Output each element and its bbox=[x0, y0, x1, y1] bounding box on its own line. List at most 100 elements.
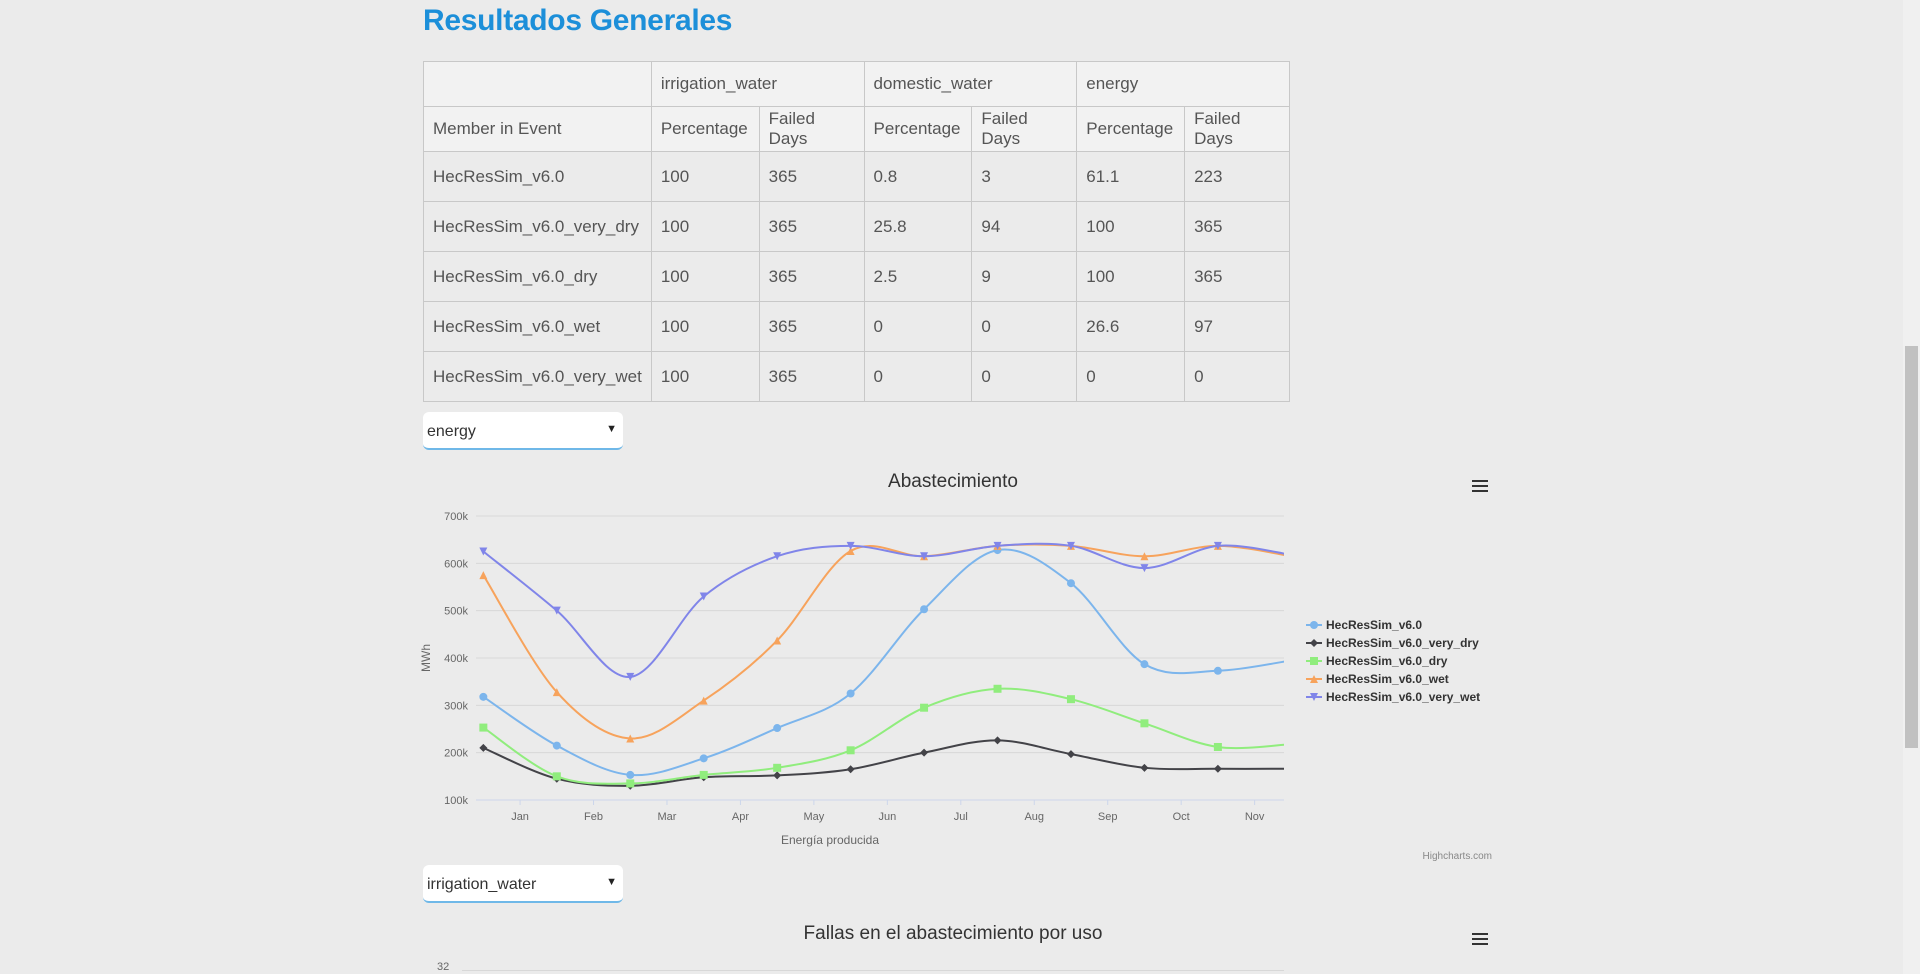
data-point bbox=[773, 552, 782, 561]
x-tick-label: Jun bbox=[878, 811, 896, 823]
data-point bbox=[1066, 750, 1075, 759]
table-sub-header: Failed Days bbox=[971, 106, 1078, 152]
x-tick-label: Feb bbox=[584, 811, 603, 823]
data-point bbox=[993, 736, 1002, 745]
chart-menu-button[interactable] bbox=[1467, 475, 1493, 497]
y-tick-label: 100k bbox=[444, 795, 468, 807]
use-select-supply-value: energy bbox=[427, 423, 476, 440]
data-point bbox=[1066, 695, 1075, 704]
data-point bbox=[773, 636, 782, 645]
table-cell-value: 97 bbox=[1184, 301, 1290, 352]
table-group-header: irrigation_water bbox=[650, 61, 865, 107]
data-point bbox=[552, 606, 561, 615]
caret-down-icon: ▼ bbox=[606, 423, 617, 435]
data-point bbox=[920, 748, 929, 757]
page-title: Resultados Generales bbox=[423, 4, 733, 37]
data-point bbox=[1213, 742, 1222, 751]
data-point bbox=[1066, 541, 1075, 550]
table-group-header: energy bbox=[1076, 61, 1290, 107]
table-empty-header bbox=[423, 61, 652, 107]
chart-menu-button[interactable] bbox=[1467, 928, 1493, 950]
table-cell-value: 0 bbox=[863, 351, 973, 402]
data-point bbox=[1140, 552, 1149, 561]
y-tick-label: 500k bbox=[444, 606, 468, 618]
data-point bbox=[920, 605, 929, 614]
caret-down-icon: ▼ bbox=[606, 876, 617, 888]
table-cell-value: 2.5 bbox=[863, 251, 973, 302]
scrollbar-thumb[interactable] bbox=[1905, 346, 1918, 748]
data-point bbox=[626, 672, 635, 681]
data-point bbox=[626, 770, 635, 779]
data-point bbox=[552, 688, 561, 697]
use-select-supply[interactable]: energy ▼ bbox=[423, 412, 623, 450]
table-cell-value: 25.8 bbox=[863, 201, 973, 252]
x-tick-label: Sep bbox=[1098, 811, 1118, 823]
table-cell-value: 365 bbox=[758, 201, 865, 252]
x-tick-label: Oct bbox=[1173, 811, 1190, 823]
table-sub-header: Failed Days bbox=[758, 106, 865, 152]
data-point bbox=[626, 779, 635, 788]
table-group-header: domestic_water bbox=[863, 61, 1078, 107]
data-point bbox=[993, 541, 1002, 550]
x-tick-label: Aug bbox=[1024, 811, 1044, 823]
table-sub-header-row: Member in Event Percentage Failed Days P… bbox=[423, 106, 1290, 152]
table-sub-header: Percentage bbox=[650, 106, 760, 152]
data-point bbox=[626, 734, 635, 743]
table-group-header-row: irrigation_water domestic_water energy bbox=[423, 61, 1290, 107]
chart-title-supply: Abastecimiento bbox=[888, 471, 1018, 492]
data-point bbox=[773, 771, 782, 780]
data-point bbox=[773, 724, 782, 733]
series-line bbox=[482, 548, 1284, 777]
legend-symbol-marker bbox=[1310, 693, 1318, 701]
y-tick-label: 400k bbox=[444, 653, 468, 665]
table-cell-member: HecResSim_v6.0_dry bbox=[423, 251, 652, 302]
series-line bbox=[482, 687, 1284, 785]
data-point bbox=[1213, 541, 1222, 550]
table-cell-value: 100 bbox=[650, 201, 760, 252]
legend-symbol-marker bbox=[1310, 639, 1318, 647]
use-select-failures-value: irrigation_water bbox=[427, 876, 537, 893]
legend-symbol-marker bbox=[1310, 621, 1318, 629]
table-row: HecResSim_v6.0_very_dry 100 365 25.8 94 100 36… bbox=[423, 201, 1290, 252]
data-point bbox=[479, 723, 488, 732]
data-point bbox=[479, 571, 488, 580]
x-tick-label: Apr bbox=[732, 811, 749, 823]
hamburger-icon bbox=[1472, 933, 1488, 935]
legend-symbol-marker bbox=[1310, 675, 1318, 683]
y-tick-label: 700k bbox=[444, 511, 468, 523]
table-row: HecResSim_v6.0_wet 100 365 0 0 26.6 97 bbox=[423, 301, 1290, 352]
y-tick-label: 600k bbox=[444, 558, 468, 570]
data-point bbox=[1213, 666, 1222, 675]
use-select-failures[interactable]: irrigation_water ▼ bbox=[423, 865, 623, 903]
data-point bbox=[920, 703, 929, 712]
table-cell-member: HecResSim_v6.0 bbox=[423, 151, 652, 202]
table-sub-header: Percentage bbox=[863, 106, 973, 152]
table-sub-header: Percentage bbox=[1076, 106, 1186, 152]
scrollbar[interactable] bbox=[1903, 0, 1920, 974]
table-cell-value: 223 bbox=[1184, 151, 1290, 202]
table-cell-value: 0.8 bbox=[863, 151, 973, 202]
y-axis-title: MWh bbox=[419, 644, 433, 672]
table-cell-value: 365 bbox=[758, 351, 865, 402]
data-point bbox=[552, 772, 561, 781]
table-cell-value: 365 bbox=[758, 251, 865, 302]
series-line bbox=[482, 739, 1284, 787]
chart-credits: Highcharts.com bbox=[1423, 851, 1492, 862]
legend-item: HecResSim_v6.0_wet bbox=[1326, 672, 1449, 686]
table-cell-value: 100 bbox=[650, 301, 760, 352]
data-point bbox=[846, 689, 855, 698]
table-cell-value: 365 bbox=[1184, 251, 1290, 302]
data-point bbox=[479, 692, 488, 701]
chart-title-failures: Fallas en el abastecimiento por uso bbox=[803, 923, 1103, 944]
x-tick-label: Jan bbox=[511, 811, 529, 823]
y-tick-label: 200k bbox=[444, 748, 468, 760]
legend-item: HecResSim_v6.0_dry bbox=[1326, 654, 1448, 668]
x-tick-label: May bbox=[804, 811, 825, 823]
data-point bbox=[552, 741, 561, 750]
data-point bbox=[846, 541, 855, 550]
table-cell-member: HecResSim_v6.0_very_wet bbox=[423, 351, 652, 402]
data-point bbox=[479, 743, 488, 752]
data-point bbox=[699, 754, 708, 763]
y-tick-label: 300k bbox=[444, 700, 468, 712]
